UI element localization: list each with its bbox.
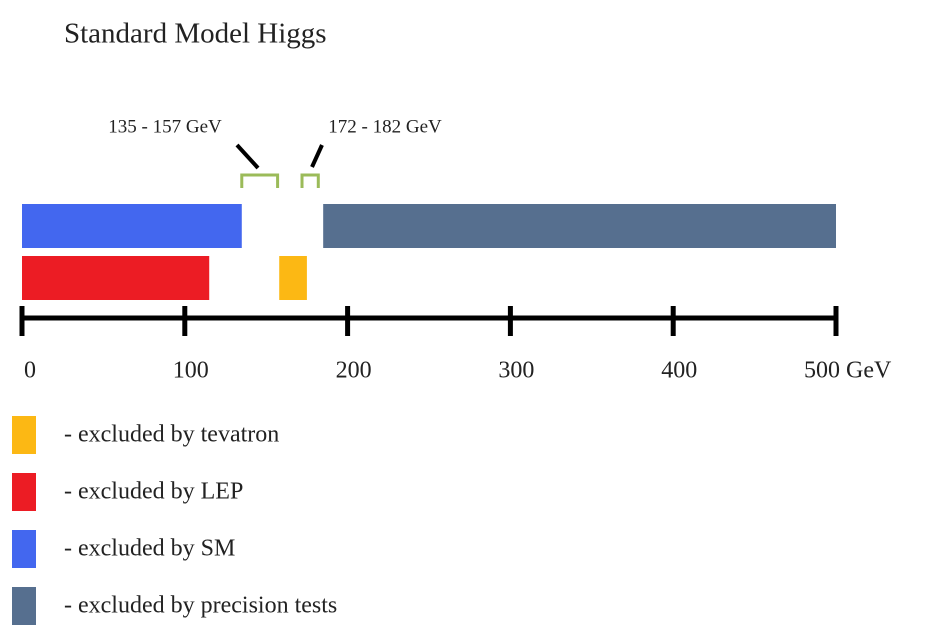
legend-label: - excluded by precision tests bbox=[64, 593, 337, 619]
x-tick-label: 200 bbox=[336, 358, 372, 384]
annotation-pointer bbox=[235, 143, 260, 170]
legend-swatch bbox=[12, 416, 36, 454]
x-tick-label: 100 bbox=[173, 358, 209, 384]
x-tick-label: 300 bbox=[498, 358, 534, 384]
legend-label: - excluded by LEP bbox=[64, 479, 243, 505]
x-tick-label: 500 GeV bbox=[804, 358, 892, 384]
range-bar bbox=[22, 256, 210, 300]
annotation-label: 172 - 182 GeV bbox=[328, 116, 442, 137]
x-tick-label: 0 bbox=[24, 358, 36, 384]
chart-title: Standard Model Higgs bbox=[64, 18, 327, 50]
annotation-pointer bbox=[310, 144, 324, 168]
legend-swatch bbox=[12, 473, 36, 511]
x-tick-label: 400 bbox=[661, 358, 697, 384]
range-bar bbox=[323, 204, 836, 248]
annotation-label: 135 - 157 GeV bbox=[108, 116, 222, 137]
legend-label: - excluded by tevatron bbox=[64, 422, 279, 448]
annotation-bracket bbox=[240, 173, 280, 188]
annotation-bracket bbox=[300, 173, 320, 188]
range-bar bbox=[22, 204, 242, 248]
legend-swatch bbox=[12, 530, 36, 568]
range-bar bbox=[279, 256, 307, 300]
legend-swatch bbox=[12, 587, 36, 625]
legend-label: - excluded by SM bbox=[64, 536, 235, 562]
